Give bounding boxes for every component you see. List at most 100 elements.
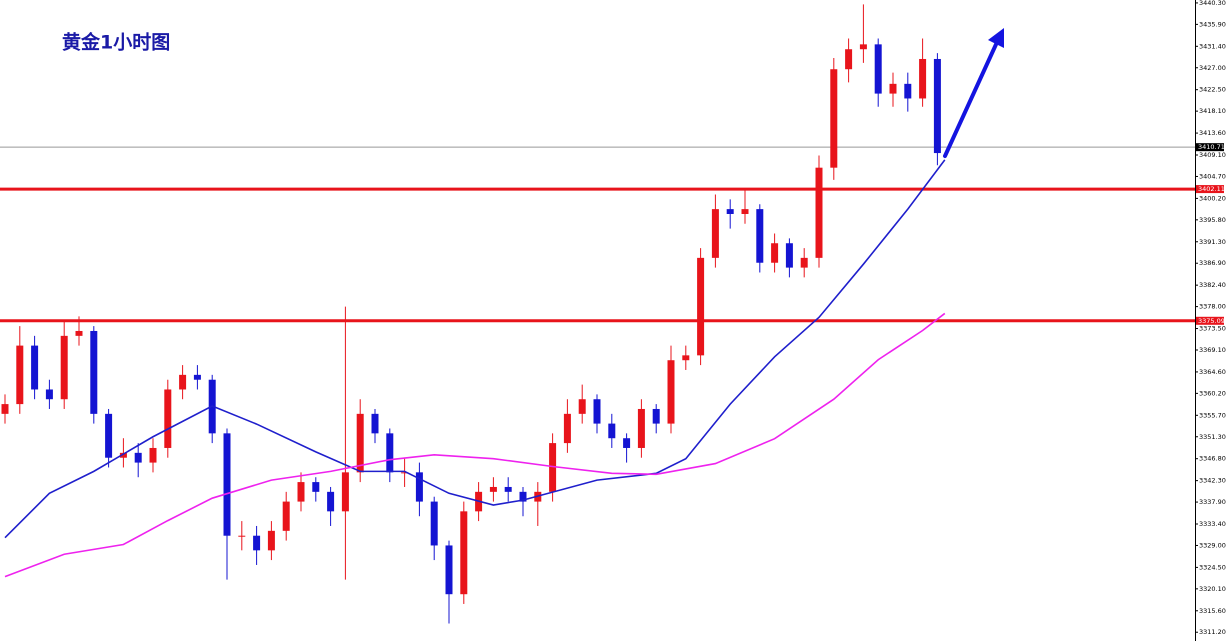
candle-body xyxy=(90,330,98,414)
candle-body xyxy=(253,535,261,551)
y-tick-label: 3333.40 xyxy=(1199,520,1226,528)
candle-body xyxy=(119,452,127,458)
candle-body xyxy=(238,535,246,537)
candle-body xyxy=(193,374,201,380)
candle-body xyxy=(623,438,631,448)
candle-body xyxy=(859,44,867,50)
y-tick-label: 3346.80 xyxy=(1199,455,1226,463)
y-tick-label: 3351.30 xyxy=(1199,433,1226,441)
candle-body xyxy=(460,511,468,595)
y-tick-label: 3409.10 xyxy=(1199,151,1226,159)
candle-body xyxy=(1,404,9,414)
candle-body xyxy=(608,423,616,439)
candle-body xyxy=(889,83,897,94)
price-level-label: 3375.09 xyxy=(1198,317,1225,325)
y-tick-label: 3337.90 xyxy=(1199,498,1226,506)
candle-body xyxy=(726,209,734,214)
candle-body xyxy=(267,530,275,551)
y-tick-label: 3311.20 xyxy=(1199,628,1226,636)
candle-body xyxy=(578,399,586,414)
candle-body xyxy=(800,257,808,268)
candle-body xyxy=(60,335,68,400)
y-tick-label: 3386.90 xyxy=(1199,259,1226,267)
candle-body xyxy=(75,330,83,336)
candle-body xyxy=(356,413,364,473)
candle-body xyxy=(904,83,912,99)
y-tick-label: 3315.60 xyxy=(1199,607,1226,615)
candle-body xyxy=(105,413,113,458)
moving-average xyxy=(4,159,946,539)
candle-body xyxy=(445,545,453,595)
candle-body xyxy=(16,345,24,405)
chart-title: 黄金1小时图 xyxy=(62,31,170,54)
y-tick-label: 3342.30 xyxy=(1199,477,1226,485)
y-tick-label: 3364.60 xyxy=(1199,368,1226,376)
y-tick-label: 3355.70 xyxy=(1199,411,1226,419)
candle-body xyxy=(31,345,39,390)
y-tick-label: 3418.10 xyxy=(1199,107,1226,115)
candle-body xyxy=(401,472,409,474)
y-tick-label: 3395.80 xyxy=(1199,216,1226,224)
candle-body xyxy=(667,360,675,424)
candle-body xyxy=(386,433,394,473)
candle-body xyxy=(297,482,305,502)
candle-body xyxy=(415,472,423,502)
candle-body xyxy=(874,44,882,94)
candle-body xyxy=(519,491,527,502)
y-tick-label: 3404.70 xyxy=(1199,172,1226,180)
y-tick-label: 3391.30 xyxy=(1199,238,1226,246)
candle-body xyxy=(711,209,719,258)
y-tick-label: 3440.30 xyxy=(1199,0,1226,7)
candle-body xyxy=(682,355,690,361)
y-tick-label: 3373.50 xyxy=(1199,325,1226,333)
candle-body xyxy=(223,433,231,536)
y-tick-label: 3369.10 xyxy=(1199,346,1226,354)
candle-body xyxy=(371,413,379,434)
price-level-box xyxy=(1196,316,1224,325)
candle-body xyxy=(504,486,512,492)
candle-body xyxy=(489,486,497,492)
y-tick-label: 3431.40 xyxy=(1199,42,1226,50)
candle-body xyxy=(549,443,557,492)
moving-average xyxy=(4,312,946,578)
candle-body xyxy=(430,501,438,546)
y-tick-label: 3360.20 xyxy=(1199,389,1226,397)
candle-body xyxy=(45,389,53,400)
candle-body xyxy=(815,167,823,258)
candle-body xyxy=(593,399,601,424)
y-tick-label: 3324.50 xyxy=(1199,563,1226,571)
candle-body xyxy=(785,243,793,268)
trend-arrow xyxy=(943,28,1004,158)
candle-body xyxy=(830,69,838,168)
candle-body xyxy=(164,389,172,448)
price-level-label: 3410.71 xyxy=(1198,143,1225,151)
candle-body xyxy=(697,257,705,356)
candle-body xyxy=(933,58,941,154)
y-tick-label: 3435.90 xyxy=(1199,20,1226,28)
price-level-box xyxy=(1196,143,1224,152)
candle-body xyxy=(149,447,157,463)
candle-body xyxy=(741,209,749,214)
y-tick-label: 3382.40 xyxy=(1199,281,1226,289)
candle-body xyxy=(756,209,764,263)
candle-body xyxy=(134,452,142,463)
candle-body xyxy=(179,374,187,390)
candle-body xyxy=(637,408,645,448)
candle-body xyxy=(652,408,660,424)
price-level-box xyxy=(1196,185,1224,194)
y-tick-label: 3329.00 xyxy=(1199,541,1226,549)
y-tick-label: 3413.60 xyxy=(1199,129,1226,137)
candle-body xyxy=(341,472,349,512)
candle-body xyxy=(919,58,927,99)
y-tick-label: 3422.50 xyxy=(1199,86,1226,94)
candle-body xyxy=(327,491,335,512)
candle-body xyxy=(282,501,290,531)
y-tick-label: 3427.00 xyxy=(1199,64,1226,72)
price-level-label: 3402.11 xyxy=(1198,185,1225,193)
candle-body xyxy=(312,482,320,492)
candle-body xyxy=(845,49,853,70)
candle-body xyxy=(771,243,779,263)
y-tick-label: 3320.10 xyxy=(1199,585,1226,593)
candle-body xyxy=(563,413,571,444)
